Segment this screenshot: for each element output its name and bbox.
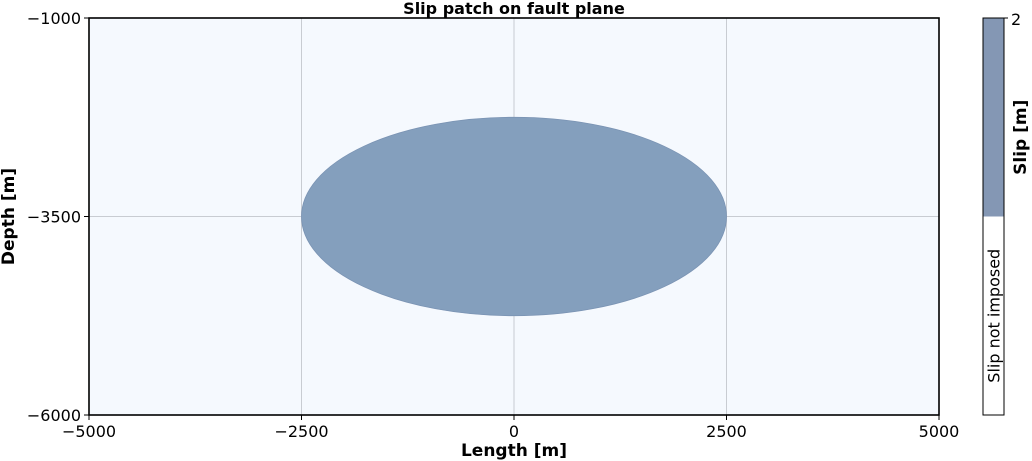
colorbar-max-tick-label: 2 [1011,10,1021,29]
y-tick-label-2: −6000 [27,406,81,425]
colorbar-frame [982,17,1005,416]
colorbar-filled-section [983,18,1004,217]
x-tick-label-0: −5000 [62,422,116,441]
y-tick-label-1: −3500 [27,208,81,227]
x-tick-label-4: 5000 [919,422,960,441]
x-tick-label-1: −2500 [274,422,328,441]
x-tick-label-3: 2500 [706,422,747,441]
y-tick-label-0: −1000 [27,9,81,28]
colorbar: 2 Slip not imposed Slip [m] [982,10,1031,416]
chart-title: Slip patch on fault plane [403,0,625,18]
x-axis-ticks: −5000 −2500 0 2500 5000 [62,415,959,441]
slip-patch-ellipse [301,116,727,317]
y-axis-ticks: −1000 −3500 −6000 [27,9,89,425]
y-axis-label: Depth [m] [0,168,19,265]
x-axis-label: Length [m] [461,441,567,461]
colorbar-label: Slip [m] [1011,100,1031,175]
x-tick-label-2: 0 [509,422,519,441]
colorbar-note: Slip not imposed [985,249,1004,383]
